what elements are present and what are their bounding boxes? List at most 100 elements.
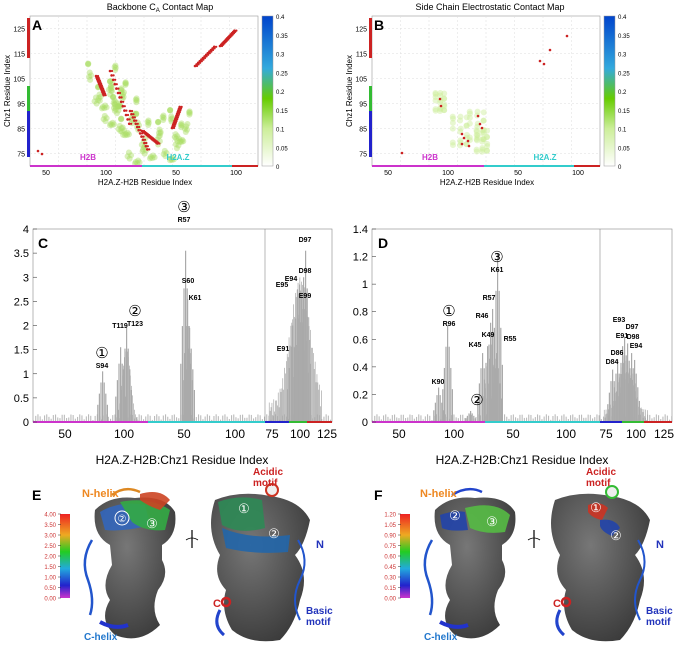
panel-c-bar	[293, 304, 294, 422]
panel-c-bar	[123, 365, 124, 422]
panel-d-y-ticks: 0 0.2 0.4 0.6 0.8 1 1.2 1.4	[353, 224, 376, 429]
panel-d-bar	[612, 369, 614, 422]
panel-a-contact-cell	[132, 160, 138, 167]
panel-c-bar	[228, 418, 230, 422]
panel-a-contact-cell	[133, 97, 140, 104]
panel-d-peak-marker: ①	[442, 303, 455, 320]
panel-c-bar	[257, 414, 259, 422]
panel-f-nhelix-label: N-helix	[420, 488, 458, 500]
panel-b-contact-cell	[463, 114, 470, 121]
panel-c-bar	[261, 419, 263, 422]
panel-b-contact-cell	[484, 147, 491, 154]
panel-c-bar	[291, 322, 293, 422]
panel-a-contact-cell	[132, 158, 139, 165]
panel-a-contact-cell	[177, 137, 184, 144]
panel-d-bar	[444, 414, 446, 422]
panel-a-contact-cell	[215, 45, 218, 48]
panel-c-bar	[183, 353, 185, 422]
panel-a-contact-cell	[107, 85, 114, 92]
panel-a-contact-cell	[174, 123, 177, 126]
panel-c-bar	[154, 415, 156, 422]
panel-a-contact-cell	[142, 135, 145, 138]
panel-c-bar	[276, 400, 277, 422]
panel-c-bar	[98, 393, 100, 422]
panel-e-acidic-label-1: Acidic	[253, 467, 283, 478]
panel-c-bar	[295, 296, 297, 422]
panel-b-contact-cell	[439, 104, 443, 108]
panel-b-contact-cell	[457, 117, 464, 124]
panel-a-contact-cell	[172, 126, 176, 130]
panel-c-bar	[313, 353, 314, 422]
panel-a-contact-cell	[102, 118, 109, 125]
panel-a-contact-cell	[107, 78, 114, 85]
panel-a-contact-cell	[155, 130, 162, 137]
panel-f-c-end	[560, 596, 572, 608]
panel-d-bar	[416, 416, 418, 422]
panel-d-bar	[471, 414, 473, 422]
panel-c-bar	[116, 380, 118, 422]
panel-a-contact-cell	[107, 120, 114, 127]
panel-d-bar	[468, 413, 470, 422]
panel-f-scale-tick: 1.20	[384, 513, 396, 519]
panel-b-contact-cell	[484, 127, 491, 134]
panel-d-bar	[445, 346, 447, 422]
panel-a-contact-cell	[40, 152, 44, 156]
panel-a-colorbar-tick: 0.25	[276, 71, 288, 77]
panel-c-bar	[140, 415, 142, 422]
panel-a-contact-cell	[147, 153, 154, 160]
panel-a-contact-cell	[132, 96, 139, 103]
panel-f-colorscale	[400, 514, 410, 598]
panel-a-contact-cell	[108, 87, 115, 94]
panel-d-bar	[626, 372, 628, 422]
panel-e-patch-blue-right	[222, 528, 290, 553]
panel-c-bar	[50, 418, 52, 422]
panel-d-bar	[619, 377, 620, 422]
panel-d-bar	[436, 395, 438, 422]
panel-a-contact-cell	[155, 118, 162, 125]
panel-c-bar	[213, 416, 215, 422]
panel-d-bar	[451, 389, 453, 422]
panel-a-contact-cell	[145, 117, 152, 124]
panel-c-y-tick: 1	[23, 369, 29, 381]
panel-b-y-ticks: 75 85 95 105 115 125	[355, 27, 367, 159]
panel-b-letter: B	[374, 17, 384, 33]
panel-a-contact-cell	[200, 58, 203, 61]
panel-e-acidic-label-2: motif	[253, 478, 278, 489]
panel-d-bar	[526, 417, 528, 422]
panel-b-contact-cell	[449, 142, 456, 149]
panel-a-contact-cell	[148, 148, 151, 151]
panel-c-bar	[137, 419, 138, 422]
panel-c-bar	[66, 418, 68, 422]
panel-a-contact-cell	[167, 107, 174, 114]
panel-b-colorbar-tick: 0.4	[618, 15, 627, 21]
panel-c-bar	[316, 374, 318, 422]
panel-b-colorbar-tick: 0.25	[618, 71, 630, 77]
panel-e-basic-label-2: motif	[306, 617, 331, 628]
panel-b-contact-cell	[432, 91, 439, 98]
panel-b-y-tick: 115	[356, 52, 367, 59]
panel-c-peak-marker: ③	[177, 199, 190, 216]
panel-d-y-tick: 0.2	[353, 389, 368, 401]
panel-e-structure-right: Acidic motif N C Basic motif ① ②	[211, 467, 333, 642]
panel-a-contact-cell	[85, 60, 92, 67]
panel-a-contact-cell	[168, 156, 175, 163]
panel-a-contact-cell	[110, 99, 117, 106]
panel-a-y-tick: 95	[17, 102, 25, 109]
panel-c-bar	[259, 415, 261, 422]
panel-d-bar	[498, 290, 500, 422]
panel-c-x-tick: 50	[177, 427, 191, 441]
panel-d-bar	[646, 419, 647, 422]
panel-a-contact-cell	[178, 111, 181, 114]
panel-e-colorscale	[60, 514, 70, 598]
panel-c-h2b-bar	[33, 421, 148, 423]
panel-f-scale-tick: 0.15	[384, 586, 396, 592]
panel-d-bar	[374, 415, 376, 422]
panel-c-bar	[121, 385, 122, 422]
panel-d-bar	[639, 402, 640, 422]
panel-c-bar	[189, 327, 191, 422]
panel-b-contact-cell	[432, 97, 439, 104]
panel-c-bar	[160, 419, 162, 422]
panel-a-contact-cell	[117, 103, 124, 110]
panel-d-bar	[488, 358, 490, 422]
panel-a-contact-cell	[111, 97, 118, 104]
